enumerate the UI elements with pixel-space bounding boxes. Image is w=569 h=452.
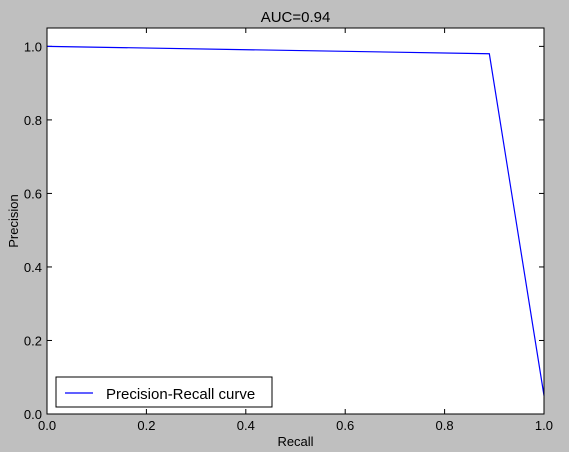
x-tick-label: 0.6 — [336, 418, 354, 433]
x-tick-label: 0.2 — [137, 418, 155, 433]
y-tick-label: 0.6 — [24, 186, 42, 201]
series-line-precision-recall — [46, 45, 545, 396]
chart-title: AUC=0.94 — [261, 9, 331, 26]
x-tick-label: 1.0 — [535, 418, 553, 433]
y-axis-label: Precision — [6, 194, 21, 247]
legend: Precision-Recall curve — [55, 376, 273, 408]
y-tick-label: 1.0 — [24, 39, 42, 54]
tick-labels: 0.0 0.2 0.4 0.6 0.8 1.0 0.0 0.2 0.4 0.6 0.8 1.0 — [24, 39, 553, 433]
y-tick-label: 0.8 — [24, 113, 42, 128]
legend-box — [55, 376, 273, 408]
legend-label: Precision-Recall curve — [106, 386, 255, 403]
x-tick-label: 0.0 — [38, 418, 56, 433]
x-tick-label: 0.8 — [436, 418, 454, 433]
x-axis-label: Recall — [277, 434, 313, 449]
y-tick-label: 0.0 — [24, 407, 42, 422]
y-tick-label: 0.4 — [24, 260, 42, 275]
x-tick-label: 0.4 — [237, 418, 255, 433]
y-tick-label: 0.2 — [24, 333, 42, 348]
plot-area — [47, 28, 544, 414]
plot-frame — [46, 27, 545, 415]
